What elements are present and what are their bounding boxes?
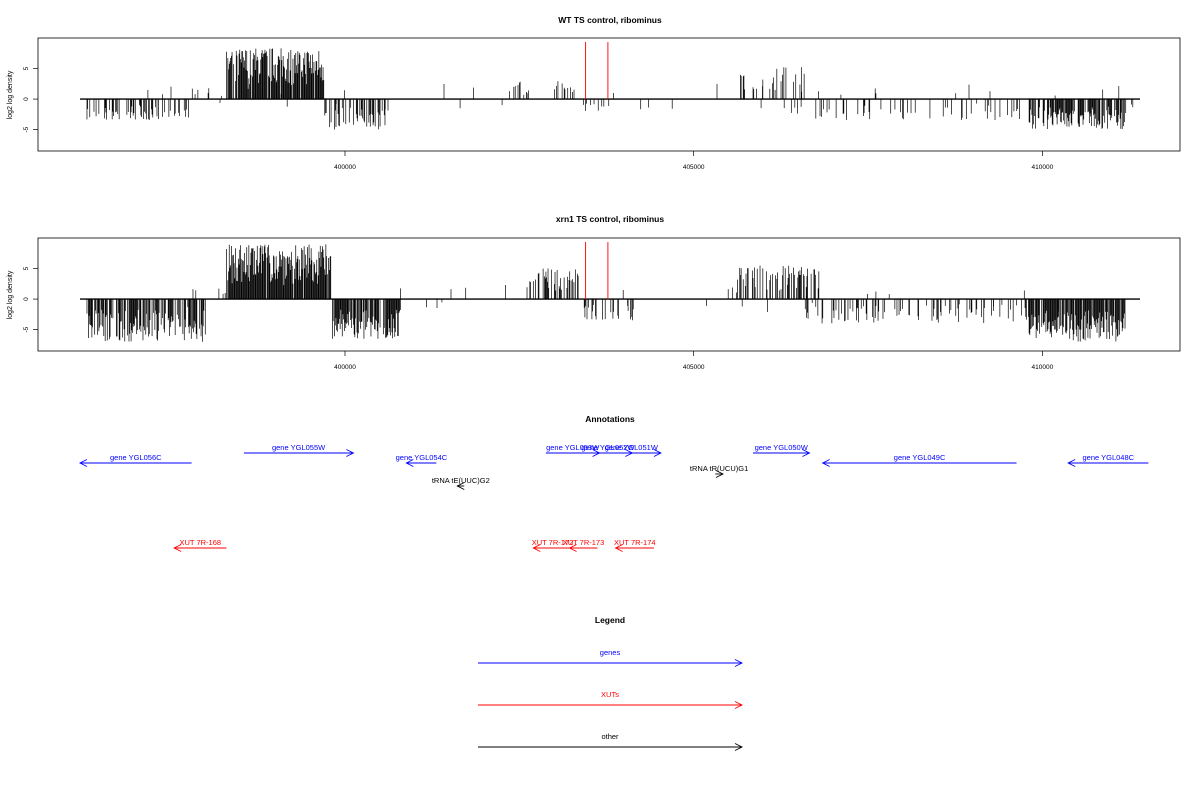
annotation-feature: gene YGL055W [243, 443, 355, 457]
annotation-feature: XUT 7R-174 [614, 538, 656, 552]
x-tick-label: 400000 [334, 364, 356, 371]
annotation-feature: gene YGL051W [601, 443, 662, 457]
y-tick-label: 5 [23, 66, 30, 70]
wt-track-bars [80, 48, 1140, 130]
wt-track-y-label: log2 log density [7, 70, 14, 119]
xrn1-track-y-axis: -5 0 5 [23, 266, 38, 333]
xrn1-track-bars [80, 244, 1140, 342]
annotation-label: XUT 7R-168 [180, 538, 222, 547]
feature-arrow-head [1067, 459, 1076, 467]
wt-track-marker-lines [585, 42, 609, 100]
annotation-feature: XUT 7R-168 [173, 538, 227, 552]
y-tick-label: -5 [23, 126, 30, 132]
wt-track-plot-frame [37, 37, 1181, 152]
xrn1-track-title: xrn1 TS control, ribominus [556, 214, 664, 224]
feature-arrow-head [734, 701, 744, 709]
legend-entry: other [478, 732, 744, 751]
wt-track-x-axis: 400000 405000 410000 [334, 151, 1054, 171]
annotation-feature: gene YGL050W [752, 443, 811, 457]
annotation-label: gene YGL054C [396, 453, 448, 462]
wt-track-panel: WT TS control, ribominus 400000 405000 410… [7, 15, 1181, 171]
x-tick-label: 410000 [1032, 164, 1054, 171]
feature-arrow-head [173, 544, 182, 552]
feature-arrow-head [78, 459, 88, 467]
annotation-label: gene YGL053W [546, 443, 600, 452]
annotation-feature: tRNA tR(UCU)G1 [690, 464, 748, 478]
annotation-feature: tRNA tE(UUC)G2 [432, 476, 490, 490]
legend-entries: genes XUTs other [478, 648, 744, 751]
feature-arrow-head [802, 449, 811, 457]
legend-entry: genes [478, 648, 744, 667]
annotation-label: tRNA tE(UUC)G2 [432, 476, 490, 485]
feature-arrow-head [346, 449, 355, 457]
x-tick-label: 405000 [683, 364, 705, 371]
annotation-label: gene YGL048C [1083, 453, 1135, 462]
legend-label: XUTs [601, 690, 619, 699]
legend-panel: Legend genes XUTs other [478, 615, 744, 751]
annotations-title: Annotations [585, 414, 635, 424]
xrn1-track-x-axis: 400000 405000 410000 [334, 351, 1054, 371]
legend-title: Legend [595, 615, 625, 625]
feature-arrow-head [614, 544, 623, 552]
xrn1-track-marker-lines [585, 242, 609, 300]
annotation-feature: gene YGL049C [821, 453, 1017, 467]
feature-arrow-head [456, 482, 465, 490]
feature-arrow-head [532, 544, 541, 552]
xrn1-track-y-label: log2 log density [7, 270, 14, 319]
x-tick-label: 405000 [683, 164, 705, 171]
annotation-label: gene YGL049C [894, 453, 946, 462]
y-tick-label: 5 [23, 266, 30, 270]
wt-track-y-axis: -5 0 5 [23, 66, 38, 133]
annotation-feature: gene YGL054C [396, 453, 448, 467]
annotation-feature: gene YGL048C [1067, 453, 1149, 467]
wt-track-title: WT TS control, ribominus [558, 15, 662, 25]
annotation-label: tRNA tR(UCU)G1 [690, 464, 748, 473]
legend-entry: XUTs [478, 690, 744, 709]
feature-arrow-head [715, 470, 724, 478]
feature-arrow-head [821, 459, 830, 467]
feature-arrow-head [734, 743, 744, 751]
annotation-feature: XUT 7R-173 [563, 538, 605, 552]
annotation-label: XUT 7R-173 [563, 538, 605, 547]
annotation-feature: gene YGL056C [78, 453, 192, 467]
x-tick-label: 400000 [334, 164, 356, 171]
y-tick-label: -5 [23, 326, 30, 332]
x-tick-label: 410000 [1032, 364, 1054, 371]
legend-label: other [601, 732, 619, 741]
annotation-label: XUT 7R-172 [532, 538, 574, 547]
annotation-label: XUT 7R-174 [614, 538, 656, 547]
y-tick-label: 0 [23, 297, 30, 301]
annotation-label: gene YGL051W [605, 443, 659, 452]
xrn1-track-plot-frame [37, 237, 1181, 352]
annotation-items: gene YGL056C gene YGL055W gene YGL054C tRNA… [78, 443, 1149, 552]
annotation-label: gene YGL056C [110, 453, 162, 462]
feature-arrow-head [405, 459, 414, 467]
legend-label: genes [600, 648, 621, 657]
y-tick-label: 0 [23, 97, 30, 101]
annotation-feature: XUT 7R-172 [532, 538, 574, 552]
feature-arrow-head [734, 659, 744, 667]
xrn1-track-panel: xrn1 TS control, ribominus 400000 405000 4… [7, 214, 1181, 371]
feature-arrow-head [653, 449, 662, 457]
annotation-label: gene YGL052W [581, 443, 635, 452]
annotation-label: gene YGL050W [755, 443, 809, 452]
feature-arrow-head [568, 544, 577, 552]
annotation-label: gene YGL055W [272, 443, 326, 452]
